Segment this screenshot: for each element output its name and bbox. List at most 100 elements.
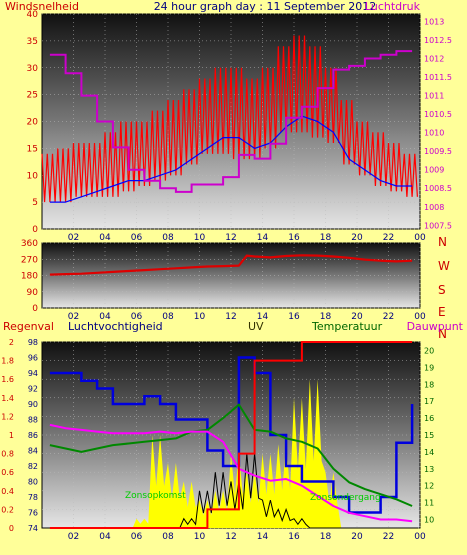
wind-tick-label: 40 xyxy=(27,10,39,20)
time-tick-label: 20 xyxy=(351,233,363,243)
time-tick-label: 08 xyxy=(162,312,174,322)
rain-tick-label: 1.2 xyxy=(1,412,14,421)
time-tick-label: 06 xyxy=(131,233,143,243)
compass-label: E xyxy=(438,305,446,319)
pressure-tick-label: 1012.5 xyxy=(424,36,452,45)
humidity-tick-label: 98 xyxy=(28,338,38,347)
time-tick-label: 16 xyxy=(288,312,300,322)
pressure-tick-label: 1009.5 xyxy=(424,147,452,156)
rain-line xyxy=(49,341,413,529)
time-tick-label: 20 xyxy=(351,312,363,322)
temperature-axis: 10 11 12 13 14 15 16 17 18 19 20 xyxy=(424,346,434,524)
pressure-tick-label: 1013 xyxy=(424,17,444,26)
compass-label: N xyxy=(438,235,447,249)
time-tick-label: 04 xyxy=(99,312,111,322)
direction-tick-label: 90 xyxy=(27,288,39,298)
average-wind-line xyxy=(49,115,413,203)
wind-speed-band xyxy=(41,35,418,203)
legend-rain: Regenval xyxy=(3,320,54,333)
temperature-line xyxy=(49,403,413,507)
rain-tick-label: 0.8 xyxy=(1,450,14,459)
direction-panel-series xyxy=(49,254,413,276)
time-tick-label: 22 xyxy=(383,532,394,542)
wind-tick-label: 10 xyxy=(27,171,39,181)
time-tick-label: 02 xyxy=(68,532,79,542)
humidity-tick-label: 78 xyxy=(28,493,38,502)
time-tick-label: 06 xyxy=(131,312,143,322)
wind-tick-label: 30 xyxy=(27,64,39,74)
humidity-tick-label: 96 xyxy=(28,354,38,363)
rain-tick-label: 0.4 xyxy=(1,487,14,496)
rain-tick-label: 1.8 xyxy=(1,357,14,366)
pressure-tick-label: 1008 xyxy=(424,203,444,212)
legend-humidity: Luchtvochtigheid xyxy=(68,320,163,333)
pressure-axis-title: Luchtdruk xyxy=(365,0,421,13)
pressure-tick-label: 1009 xyxy=(424,166,444,175)
wind-tick-label: 0 xyxy=(32,225,38,235)
compass-label: W xyxy=(438,259,450,273)
time-tick-label: 14 xyxy=(257,312,269,322)
pressure-tick-label: 1010.5 xyxy=(424,110,452,119)
time-tick-label: 04 xyxy=(99,532,111,542)
pressure-axis: 1007.5 1008 1008.5 1009 1009.5 1010 1010.5 1011… xyxy=(424,17,452,230)
temperature-tick-label: 20 xyxy=(424,346,434,355)
time-tick-label: 14 xyxy=(257,233,269,243)
wind-axis-title: Windsnelheid xyxy=(5,0,79,13)
legend-temperature: Temperatuur xyxy=(311,320,383,333)
climate-panel-series xyxy=(42,341,420,529)
pressure-tick-label: 1011 xyxy=(424,92,444,101)
time-tick-label: 10 xyxy=(194,233,206,243)
direction-tick-label: 270 xyxy=(21,255,38,265)
direction-panel-grid xyxy=(42,242,421,309)
time-tick-label: 16 xyxy=(288,532,300,542)
temperature-tick-label: 16 xyxy=(424,414,434,423)
time-tick-label: 12 xyxy=(225,532,236,542)
humidity-tick-label: 88 xyxy=(28,416,38,425)
rain-tick-label: 0.2 xyxy=(1,505,14,514)
time-tick-label: 12 xyxy=(225,312,236,322)
time-tick-label: 22 xyxy=(383,233,394,243)
temperature-tick-label: 12 xyxy=(424,482,434,491)
legend-dewpoint: Dauwpunt xyxy=(407,320,464,333)
humidity-tick-label: 92 xyxy=(28,385,38,394)
rain-axis: 0 0.2 0.4 0.6 0.8 1 1.2 1.4 1.6 1.8 2 xyxy=(1,338,14,533)
time-tick-label: 00 xyxy=(414,233,426,243)
time-tick-label: 00 xyxy=(414,312,426,322)
time-tick-label: 18 xyxy=(320,532,332,542)
humidity-tick-label: 76 xyxy=(28,509,38,518)
humidity-tick-label: 94 xyxy=(28,369,38,378)
time-tick-label: 04 xyxy=(99,233,111,243)
time-tick-label: 02 xyxy=(68,312,79,322)
temperature-tick-label: 14 xyxy=(424,448,434,457)
temperature-tick-label: 17 xyxy=(424,397,434,406)
rain-tick-label: 1.6 xyxy=(1,375,14,384)
rain-tick-label: 0 xyxy=(9,524,14,533)
time-tick-label: 18 xyxy=(320,312,332,322)
temperature-tick-label: 11 xyxy=(424,499,434,508)
pressure-tick-label: 1012 xyxy=(424,54,444,63)
pressure-tick-label: 1008.5 xyxy=(424,184,452,193)
direction-tick-label: 0 xyxy=(32,304,38,314)
rain-tick-label: 0.6 xyxy=(1,468,14,477)
pressure-tick-label: 1007.5 xyxy=(424,221,452,230)
time-tick-label: 10 xyxy=(194,312,206,322)
time-tick-label: 08 xyxy=(162,532,174,542)
time-tick-label: 10 xyxy=(194,532,206,542)
pressure-tick-label: 1010 xyxy=(424,129,444,138)
humidity-tick-label: 82 xyxy=(28,462,38,471)
humidity-tick-label: 90 xyxy=(28,400,38,409)
rain-tick-label: 1 xyxy=(9,431,14,440)
direction-tick-label: 360 xyxy=(21,239,38,249)
direction-time-axis: 02 04 06 08 10 12 14 16 18 20 22 00 xyxy=(68,312,426,322)
time-tick-label: 16 xyxy=(288,233,300,243)
rain-tick-label: 2 xyxy=(9,338,14,347)
humidity-tick-label: 84 xyxy=(28,447,38,456)
pressure-line xyxy=(49,50,413,193)
time-tick-label: 14 xyxy=(257,532,269,542)
temperature-tick-label: 10 xyxy=(424,516,434,525)
wind-tick-label: 5 xyxy=(32,198,38,208)
rain-tick-label: 1.4 xyxy=(1,394,14,403)
time-tick-label: 20 xyxy=(351,532,363,542)
wind-direction-line xyxy=(49,254,413,276)
